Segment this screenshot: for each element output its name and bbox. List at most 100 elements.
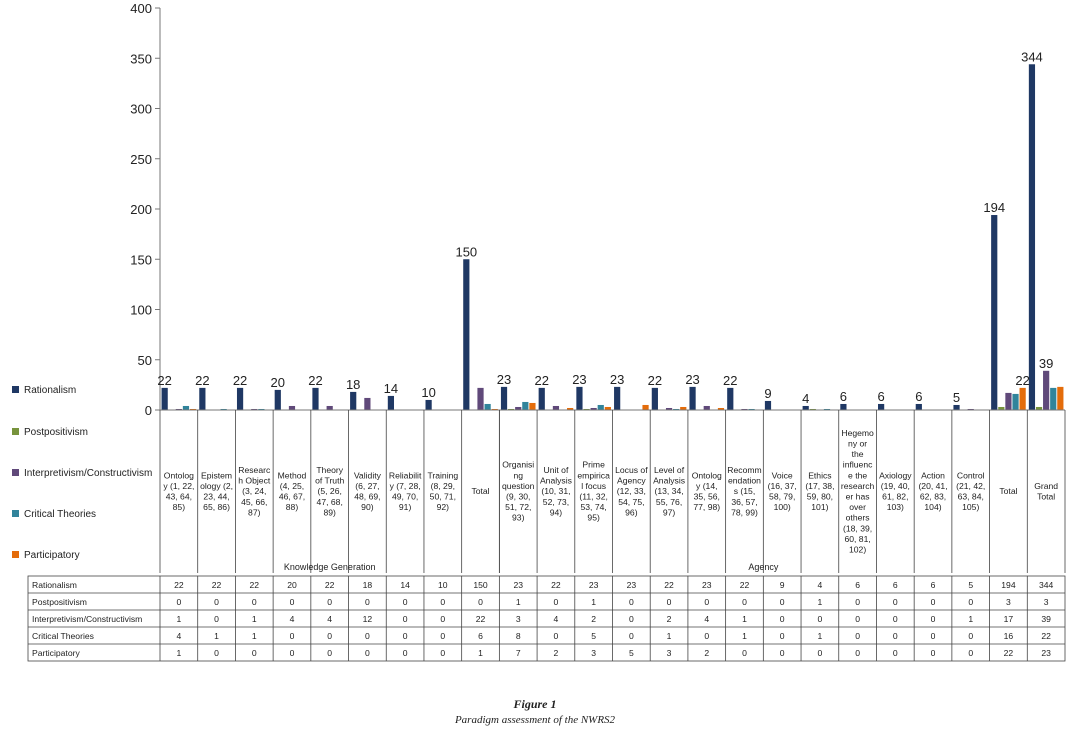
category-label: endation (728, 476, 761, 486)
group-label: Agency (748, 562, 779, 572)
category-label: 45, 66, (241, 497, 267, 507)
table-cell: 22 (212, 580, 222, 590)
category-label: 36, 57, (731, 497, 757, 507)
table-cell: 0 (704, 631, 709, 641)
bar-rationalism (953, 404, 960, 410)
data-label: 23 (610, 372, 624, 387)
table-cell: 23 (702, 580, 712, 590)
bar-critical-theories (823, 408, 831, 410)
bar-rationalism (312, 387, 319, 410)
category-label: empirica (577, 470, 610, 480)
category-label: er has (846, 492, 870, 502)
category-label: Action (921, 470, 945, 480)
table-series-name: Critical Theories (32, 631, 94, 641)
bar-interpretivism-constructivism (1005, 392, 1012, 410)
table-cell: 0 (629, 614, 634, 624)
category-label: 65, 86) (203, 502, 230, 512)
category-label: 58, 79, (769, 492, 795, 502)
bar-interpretivism-constructivism (741, 408, 748, 410)
table-cell: 0 (176, 597, 181, 607)
category-label: 23, 44, (203, 492, 229, 502)
category-label: Theory (316, 465, 343, 475)
table-cell: 194 (1001, 580, 1016, 590)
table-cell: 1 (591, 597, 596, 607)
category-label: l focus (581, 481, 606, 491)
table-cell: 1 (742, 614, 747, 624)
table-cell: 0 (365, 648, 370, 658)
bar-participatory (529, 402, 536, 410)
category-label: (8, 29, (431, 481, 455, 491)
category-label: Method (278, 470, 307, 480)
table-cell: 0 (214, 648, 219, 658)
table-cell: 5 (591, 631, 596, 641)
legend-swatch (12, 469, 19, 476)
bar-postpositivism (809, 408, 816, 410)
table-cell: 23 (589, 580, 599, 590)
table-cell: 8 (516, 631, 521, 641)
table-cell: 0 (667, 597, 672, 607)
data-label: 22 (535, 373, 549, 388)
table-cell: 0 (327, 648, 332, 658)
table-cell: 0 (855, 614, 860, 624)
table-cell: 1 (667, 631, 672, 641)
category-label: (18, 39, (843, 523, 872, 533)
table-cell: 0 (554, 597, 559, 607)
figure-title: Paradigm assessment of the NWRS2 (454, 714, 616, 726)
category-label: (19, 40, (881, 481, 910, 491)
data-label: 344 (1021, 49, 1043, 64)
category-label: Control (957, 470, 985, 480)
bar-interpretivism-constructivism (967, 408, 974, 410)
bar-postpositivism (1035, 406, 1043, 410)
table-cell: 23 (1041, 648, 1051, 658)
category-label: 46, 67, (279, 492, 305, 502)
bar-participatory (1019, 387, 1026, 410)
table-cell: 0 (214, 597, 219, 607)
table-cell: 0 (780, 631, 785, 641)
bar-interpretivism-constructivism (175, 408, 182, 410)
bar-rationalism (840, 403, 847, 410)
data-label: 14 (384, 381, 398, 396)
category-label: 62, 83, (920, 492, 946, 502)
table-cell: 0 (968, 631, 973, 641)
category-label: Agency (617, 476, 646, 486)
category-label: (5, 26, (318, 486, 342, 496)
category-label: question (502, 481, 535, 491)
bar-rationalism (576, 386, 583, 410)
category-label: (21, 42, (956, 481, 985, 491)
table-cell: 0 (742, 597, 747, 607)
table-cell: 1 (252, 631, 257, 641)
table-cell: 22 (249, 580, 259, 590)
y-tick-label: 150 (130, 252, 152, 267)
category-label: Validity (354, 470, 382, 480)
bar-critical-theories (522, 401, 529, 410)
table-cell: 22 (664, 580, 674, 590)
category-label: Prime (582, 460, 605, 470)
category-label: Axiology (879, 470, 912, 480)
table-cell: 3 (591, 648, 596, 658)
legend-label: Interpretivism/Constructivism (24, 468, 152, 479)
group-label: Knowledge Generation (284, 562, 376, 572)
category-label: 85) (173, 502, 186, 512)
category-label: 101) (811, 502, 828, 512)
category-label: 90) (361, 502, 374, 512)
table-cell: 0 (252, 648, 257, 658)
category-label: 55, 76, (656, 497, 682, 507)
legend-label: Participatory (24, 550, 80, 561)
category-label: research (841, 481, 875, 491)
category-label: influenc (843, 460, 873, 470)
bar-rationalism (463, 259, 470, 410)
table-cell: 39 (1041, 614, 1051, 624)
bar-critical-theories (1012, 393, 1019, 410)
y-tick-label: 0 (145, 403, 152, 418)
bar-critical-theories (1050, 387, 1057, 410)
figure-caption: Figure 1 Paradigm assessment of the NWRS… (0, 697, 1070, 726)
category-label: 47, 68, (317, 497, 343, 507)
table-cell: 0 (893, 614, 898, 624)
legend-swatch (12, 386, 19, 393)
category-label: (11, 32, (579, 492, 608, 502)
category-label: 77, 98) (693, 502, 720, 512)
bar-critical-theories (220, 408, 227, 410)
table-cell: 0 (780, 614, 785, 624)
table-cell: 12 (363, 614, 373, 624)
bar-rationalism (199, 387, 206, 410)
